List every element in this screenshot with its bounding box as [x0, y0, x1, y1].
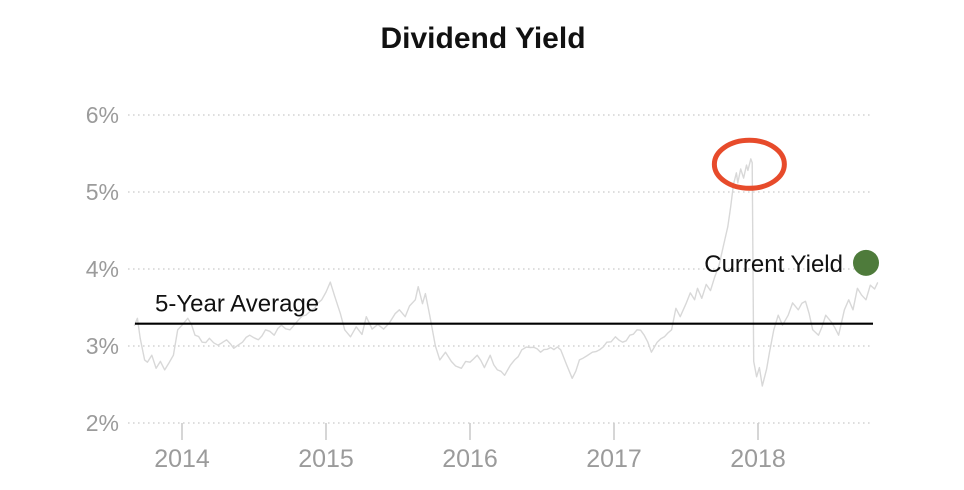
y-axis-tick-label: 3%: [86, 333, 119, 359]
five-year-average-label: 5-Year Average: [155, 291, 319, 318]
x-axis-tick-label: 2018: [730, 445, 786, 473]
yield-line-series: [133, 158, 879, 387]
x-axis-tick-label: 2016: [442, 445, 498, 473]
y-axis-tick-label: 4%: [86, 256, 119, 282]
chart-title: Dividend Yield: [380, 22, 585, 55]
current-yield-label: Current Yield: [704, 251, 843, 278]
y-axis-tick-label: 5%: [86, 179, 119, 205]
y-axis-tick-label: 6%: [86, 102, 119, 128]
x-axis-tick-label: 2015: [298, 445, 354, 473]
y-axis: 6% 5% 4% 3% 2%: [86, 102, 119, 436]
current-yield-marker-dot: [853, 249, 879, 276]
y-axis-tick-label: 2%: [86, 410, 119, 436]
x-axis: 2014 2015 2016 2017 2018: [154, 423, 786, 473]
gridlines: [128, 114, 872, 424]
x-axis-tick-label: 2017: [586, 445, 642, 473]
x-axis-tick-label: 2014: [154, 445, 210, 473]
spike-highlight-ellipse: [711, 137, 787, 191]
